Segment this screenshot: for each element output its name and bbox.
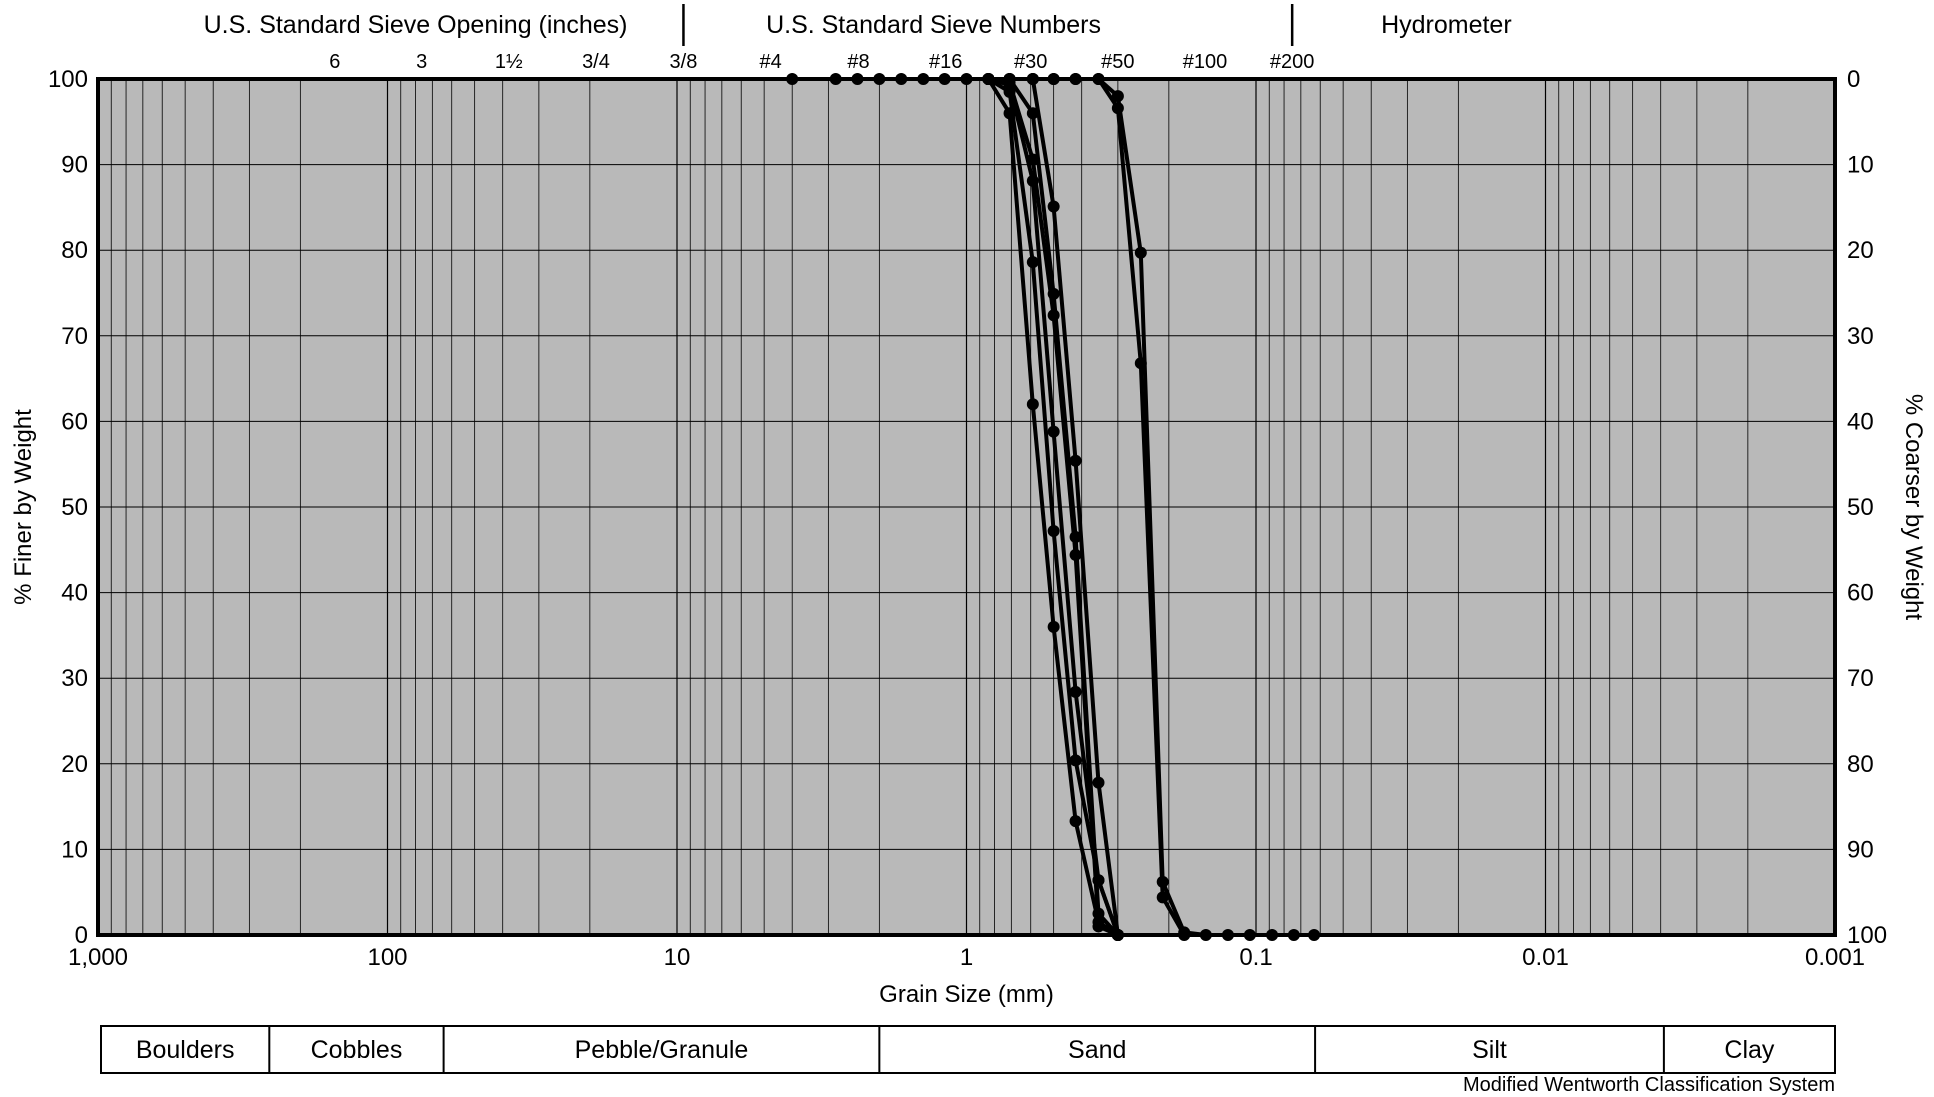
data-point xyxy=(1047,425,1060,438)
sieve-group-label: Hydrometer xyxy=(1381,11,1512,39)
classification-label: Sand xyxy=(1068,1036,1126,1064)
y-tick-label-right: 50 xyxy=(1847,494,1874,521)
x-tick-label: 100 xyxy=(367,944,407,971)
sieve-label: 6 xyxy=(329,51,340,73)
x-tick-label: 0.01 xyxy=(1522,944,1569,971)
y-tick-label-right: 90 xyxy=(1847,836,1874,863)
sieve-label: #16 xyxy=(929,51,962,73)
data-point xyxy=(1047,620,1060,633)
data-point xyxy=(1047,287,1060,300)
y-tick-label-right: 60 xyxy=(1847,580,1874,607)
y-axis-left-tick-labels: 0 10 20 30 40 50 60 70 80 90 100 xyxy=(48,66,88,949)
y-tick-label-right: 40 xyxy=(1847,408,1874,435)
sieve-group-label: U.S. Standard Sieve Opening (inches) xyxy=(204,11,628,39)
y-tick-label-left: 40 xyxy=(61,580,88,607)
y-axis-title-right: % Coarser by Weight xyxy=(1900,394,1927,621)
sieve-label: #4 xyxy=(759,51,781,73)
data-point xyxy=(1047,524,1060,537)
sieve-label: #30 xyxy=(1014,51,1047,73)
y-tick-label-right: 0 xyxy=(1847,66,1860,93)
x-axis-title: Grain Size (mm) xyxy=(879,981,1054,1008)
sieve-label: 1½ xyxy=(495,51,523,73)
y-tick-label-right: 10 xyxy=(1847,152,1874,179)
y-tick-label-right: 80 xyxy=(1847,751,1874,778)
sieve-label: #200 xyxy=(1270,51,1315,73)
x-axis-tick-labels: 1,000 100 10 1 0.1 0.01 0.001 xyxy=(68,944,1865,971)
y-tick-label-left: 10 xyxy=(61,836,88,863)
classification-label: Clay xyxy=(1724,1036,1775,1064)
classification-label: Pebble/Granule xyxy=(575,1036,749,1064)
data-point xyxy=(1111,90,1124,103)
classification-label: Boulders xyxy=(136,1036,235,1064)
x-tick-label: 0.1 xyxy=(1239,944,1272,971)
y-tick-label-left: 50 xyxy=(61,494,88,521)
data-point xyxy=(1047,200,1060,213)
x-tick-label: 0.001 xyxy=(1805,944,1865,971)
sieve-label: #8 xyxy=(847,51,869,73)
y-tick-label-right: 70 xyxy=(1847,665,1874,692)
plot-frame xyxy=(96,77,1837,937)
data-point xyxy=(1092,920,1105,933)
x-tick-label: 10 xyxy=(664,944,691,971)
classification-label: Silt xyxy=(1472,1036,1507,1064)
data-point xyxy=(1026,107,1039,120)
data-point xyxy=(1069,815,1082,828)
data-point xyxy=(1092,907,1105,920)
y-tick-label-right: 100 xyxy=(1847,922,1887,949)
y-tick-label-left: 30 xyxy=(61,665,88,692)
classification-bar: Boulders Cobbles Pebble/Granule Sand Silt Cla… xyxy=(100,1025,1836,1074)
data-point xyxy=(1026,398,1039,411)
grid xyxy=(98,79,1835,935)
y-tick-label-left: 0 xyxy=(75,922,88,949)
sieve-label: 3/4 xyxy=(582,51,610,73)
sieve-label: #100 xyxy=(1183,51,1228,73)
y-tick-label-left: 60 xyxy=(61,408,88,435)
sieve-header: U.S. Standard Sieve Opening (inches) U.S.… xyxy=(204,4,1512,73)
y-tick-label-left: 80 xyxy=(61,237,88,264)
sieve-label: 3 xyxy=(416,51,427,73)
y-tick-label-right: 30 xyxy=(1847,323,1874,350)
y-tick-label-left: 20 xyxy=(61,751,88,778)
data-point xyxy=(1134,246,1147,259)
data-point xyxy=(1069,685,1082,698)
y-tick-label-right: 20 xyxy=(1847,237,1874,264)
data-point xyxy=(1069,754,1082,767)
x-tick-label: 1,000 xyxy=(68,944,128,971)
data-point xyxy=(1069,530,1082,543)
y-tick-label-left: 100 xyxy=(48,66,88,93)
classification-box xyxy=(100,1025,1836,1074)
data-point xyxy=(1156,891,1169,904)
y-tick-label-left: 70 xyxy=(61,323,88,350)
sieve-label: 3/8 xyxy=(670,51,698,73)
y-tick-label-left: 90 xyxy=(61,152,88,179)
x-tick-label: 1 xyxy=(960,944,973,971)
data-point xyxy=(1069,454,1082,467)
classification-label: Cobbles xyxy=(311,1036,403,1064)
sieve-group-label: U.S. Standard Sieve Numbers xyxy=(766,11,1101,39)
data-point xyxy=(1092,776,1105,789)
classification-note: Modified Wentworth Classification System xyxy=(1463,1074,1835,1096)
sieve-label: #50 xyxy=(1101,51,1134,73)
data-point xyxy=(1111,102,1124,115)
y-axis-title-left: % Finer by Weight xyxy=(10,409,37,605)
data-point xyxy=(1026,256,1039,269)
data-point xyxy=(1134,357,1147,370)
